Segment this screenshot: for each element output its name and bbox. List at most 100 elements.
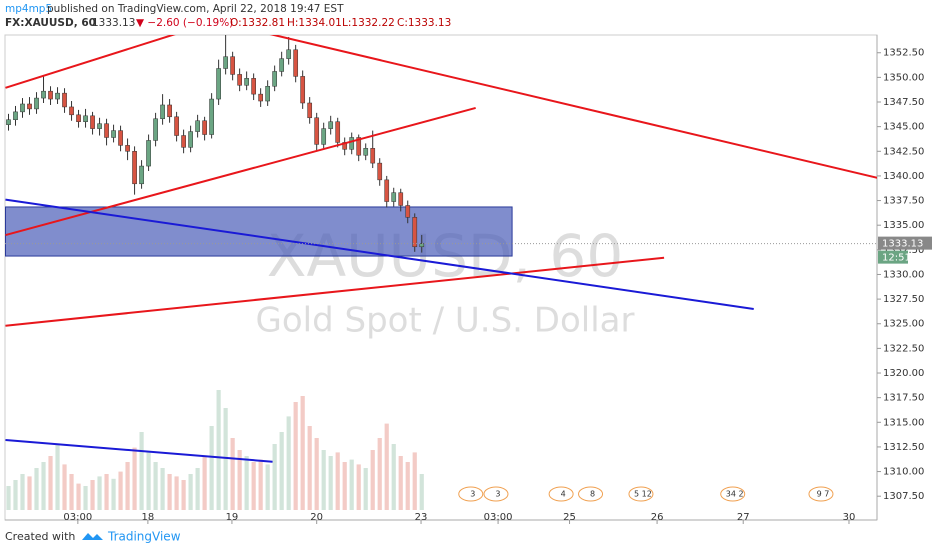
candle-body [293, 49, 299, 77]
y-tick-label: 1337.50 [883, 196, 924, 207]
volume-bar [300, 396, 305, 510]
change: ▼ −2.60 (−0.19%) [136, 17, 233, 29]
volume-bar [69, 474, 74, 510]
candle-body [202, 120, 207, 135]
y-tick-label: 1322.50 [883, 343, 924, 354]
volume-bar [146, 452, 151, 510]
volume-bar [335, 452, 340, 510]
volume-bar [90, 480, 95, 510]
x-tick-label: 26 [651, 512, 664, 523]
event-icon [483, 486, 509, 502]
candle-body [104, 123, 109, 138]
open: O:1332.81 [230, 17, 285, 29]
volume-bar [370, 450, 375, 510]
candle-body [97, 123, 102, 129]
event-label: 3 [470, 490, 475, 499]
volume-bar [97, 476, 102, 510]
candle-body [195, 120, 200, 132]
volume-bar [384, 423, 389, 510]
high: H:1334.01 [287, 17, 342, 29]
y-tick-label: 1332.50 [883, 245, 924, 256]
y-tick-label: 1335.00 [883, 220, 924, 231]
last-price-label: 1333.13 [882, 239, 923, 250]
candle-body [363, 148, 369, 156]
plot: 3 3 4 8 5 12 34 2 9 7 [5, 35, 877, 510]
x-tick-label: 03:00 [484, 512, 513, 523]
candle-body [132, 151, 137, 185]
volume-bar [41, 462, 46, 510]
volume-bar [55, 444, 60, 510]
y-tick-label: 1310.00 [883, 467, 924, 478]
published: published on TradingView.com, April 22, … [47, 3, 344, 15]
volume-bar [356, 464, 361, 510]
volume-bar [48, 456, 53, 510]
volume-bar [62, 464, 67, 510]
y-tick-label: 1345.00 [883, 122, 924, 133]
trend-line [5, 439, 273, 463]
volume-bar [349, 459, 354, 510]
close: C:1333.13 [397, 17, 451, 29]
volume-bar [167, 474, 172, 510]
candle-body [167, 104, 172, 118]
candle-body [279, 58, 285, 72]
candle-body [265, 85, 271, 102]
x-tick-label: 19 [226, 512, 239, 523]
x-tick-label: 18 [142, 512, 155, 523]
candle-body [174, 116, 179, 136]
x-tick-label: 23 [415, 512, 428, 523]
symbol: FX:XAUUSD, 60 [5, 17, 96, 29]
volume-bar [405, 462, 410, 510]
candle-body [118, 130, 123, 146]
y-tick-label: 1352.50 [883, 48, 924, 59]
y-tick-label: 1347.50 [883, 97, 924, 108]
candle-body [216, 68, 221, 100]
candle-body [237, 74, 242, 86]
brand-logo [82, 533, 103, 540]
volume-bar [153, 462, 158, 510]
y-tick-label: 1327.50 [883, 294, 924, 305]
x-tick-label: 20 [310, 512, 323, 523]
candle-body [62, 92, 67, 108]
event-label: 4 [561, 490, 566, 499]
candle-body [41, 90, 46, 99]
volume-bar [27, 476, 32, 510]
candle-body [328, 121, 334, 129]
candle-body [139, 165, 144, 185]
trend-line [5, 35, 176, 89]
candle-body [48, 90, 53, 100]
timer-box [878, 250, 908, 264]
y-tick-label: 1307.50 [883, 491, 924, 502]
event-icon [628, 486, 654, 502]
candle-body [349, 137, 355, 150]
x-tick-label: 27 [737, 512, 750, 523]
event-icon [578, 486, 604, 502]
volume-bar [202, 456, 207, 510]
y-tick-label: 1317.50 [883, 393, 924, 404]
candle-body [244, 78, 249, 86]
volume-bar [307, 426, 312, 510]
volume-bar [377, 438, 382, 510]
candle-body [34, 97, 39, 110]
volume-bar [34, 468, 39, 510]
candle-body [209, 98, 214, 135]
volume-bar [363, 468, 368, 510]
volume-bar [265, 464, 270, 510]
event-label: 9 7 [817, 490, 830, 499]
event-label: 3 [495, 490, 500, 499]
created-with: Created with [5, 530, 75, 543]
volume-bar [230, 438, 235, 510]
volume-bar [419, 474, 424, 510]
candle-body [321, 128, 327, 145]
candle-body [307, 102, 313, 119]
event-label: 8 [590, 490, 595, 499]
y-tick-label: 1350.00 [883, 72, 924, 83]
candle-body [6, 119, 11, 125]
volume-bar [160, 468, 165, 510]
volume-bar [125, 462, 130, 510]
volume-bar [139, 432, 144, 510]
x-tick-label: 25 [563, 512, 576, 523]
candle-body [76, 114, 81, 122]
volume-bar [195, 468, 200, 510]
